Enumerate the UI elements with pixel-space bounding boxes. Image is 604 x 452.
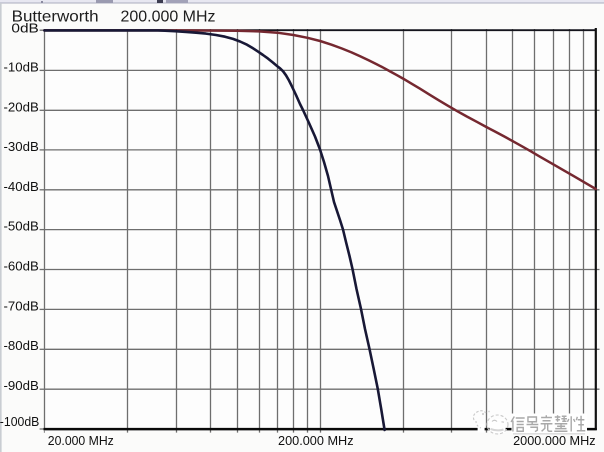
svg-text:-90dB: -90dB [4, 378, 39, 393]
svg-text:-100dB: -100dB [0, 414, 39, 429]
svg-text:-30dB: -30dB [4, 139, 39, 154]
svg-text:-80dB: -80dB [4, 338, 39, 353]
svg-text:20.000 MHz: 20.000 MHz [48, 433, 114, 448]
svg-text:-40dB: -40dB [4, 179, 39, 194]
svg-text:200.000 MHz: 200.000 MHz [121, 9, 216, 26]
svg-text:200.000 MHz: 200.000 MHz [278, 433, 354, 448]
svg-text:-60dB: -60dB [4, 258, 39, 273]
svg-text:-70dB: -70dB [4, 298, 39, 313]
svg-text:-10dB: -10dB [4, 59, 39, 74]
svg-text:Butterworth: Butterworth [12, 9, 99, 26]
svg-text:-20dB: -20dB [4, 99, 39, 114]
svg-text:-50dB: -50dB [4, 219, 39, 234]
svg-text:0dB: 0dB [11, 20, 38, 35]
svg-text:2000.000 MHz: 2000.000 MHz [513, 433, 596, 448]
